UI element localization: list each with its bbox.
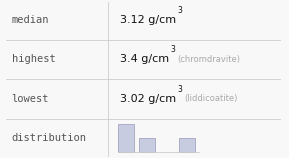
Text: lowest: lowest [12,94,49,104]
Text: highest: highest [12,54,55,64]
Text: 3: 3 [177,85,182,94]
Text: 3.4 g/cm: 3.4 g/cm [120,54,169,64]
Text: distribution: distribution [12,133,87,143]
Text: (liddicoatite): (liddicoatite) [185,94,238,103]
Bar [179,138,195,152]
Bar [139,138,155,152]
Text: 3.02 g/cm: 3.02 g/cm [120,94,176,104]
Text: (chromdravite): (chromdravite) [178,55,241,64]
Text: 3.12 g/cm: 3.12 g/cm [120,15,176,25]
Bar [118,124,134,152]
Text: 3: 3 [171,45,175,54]
Text: median: median [12,15,49,25]
Text: 3: 3 [177,6,182,15]
